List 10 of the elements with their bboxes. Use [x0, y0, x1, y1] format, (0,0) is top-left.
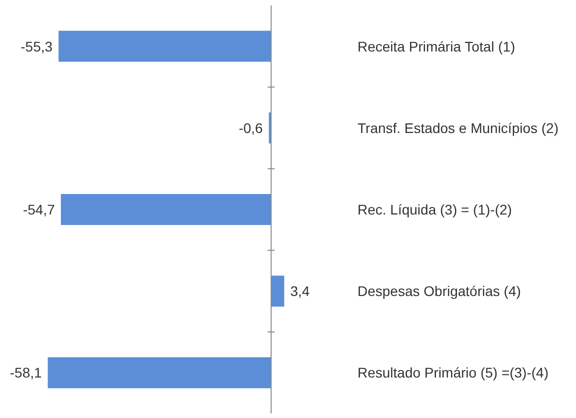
y-tick-label: Receita Primária Total (1): [358, 38, 516, 54]
y-tick-label: Transf. Estados e Municípios (2): [358, 120, 559, 136]
y-tick-label: Resultado Primário (5) =(3)-(4): [358, 364, 548, 381]
data-label: -0,6: [238, 120, 264, 136]
data-label: 3,4: [290, 283, 310, 300]
y-tick-label: Rec. Líquida (3) = (1)-(2): [358, 202, 512, 218]
data-label: -55,3: [20, 38, 53, 54]
data-label: -54,7: [22, 202, 56, 218]
y-tick-label: Despesas Obrigatórias (4): [358, 283, 521, 300]
data-label: -58,1: [10, 364, 42, 381]
